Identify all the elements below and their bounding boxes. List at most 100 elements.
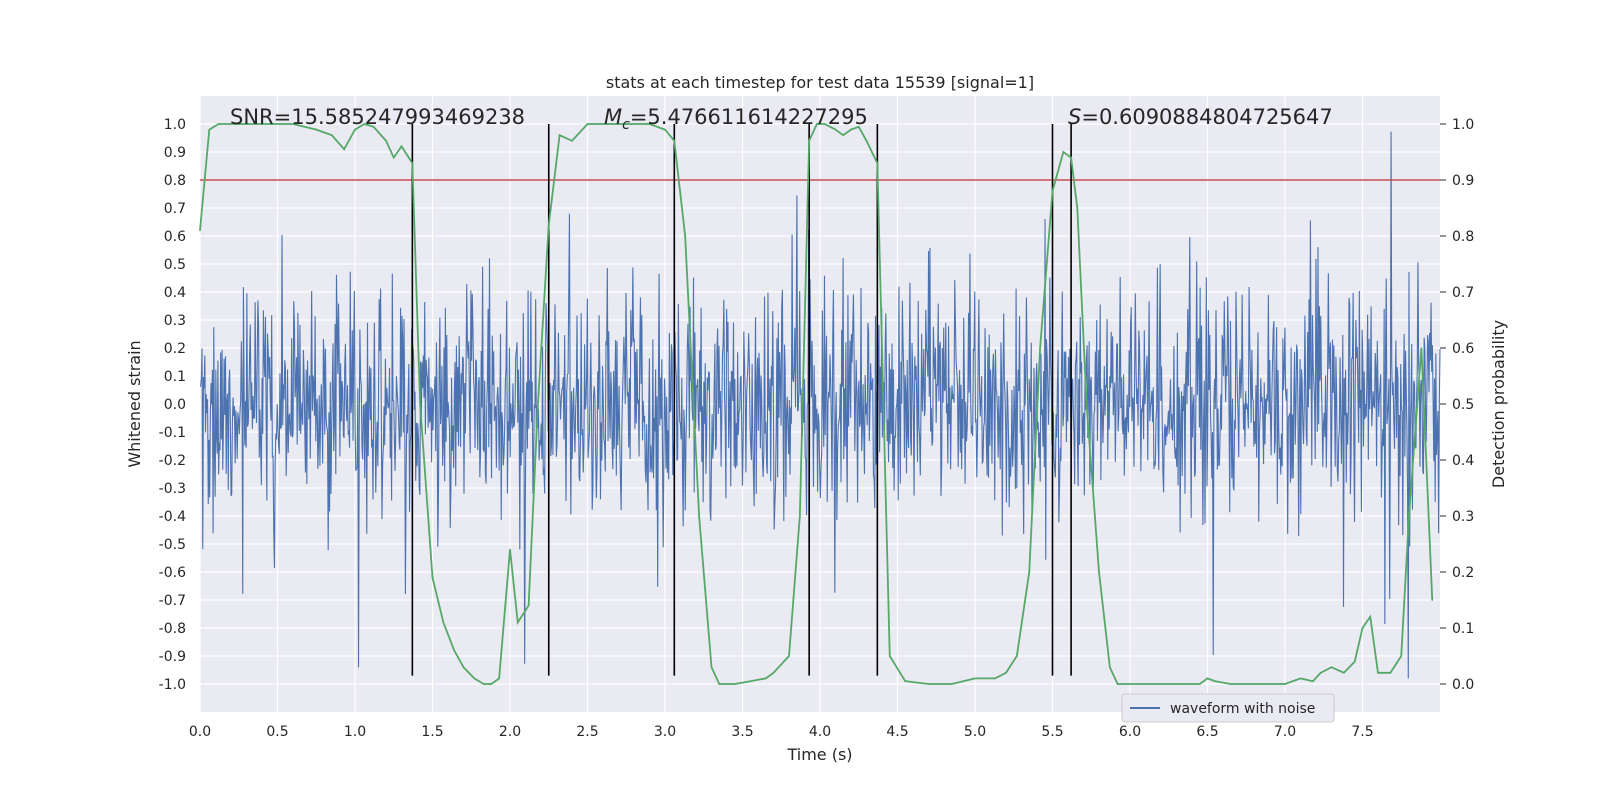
detection-probability-point [1028, 571, 1031, 573]
detection-probability-point [498, 677, 500, 680]
detection-probability-point [292, 123, 294, 125]
detection-probability-point [1431, 599, 1434, 601]
detection-probability-point [527, 604, 530, 607]
detection-probability-point [392, 156, 395, 159]
x-tick-label: 0.5 [266, 724, 288, 740]
detection-probability-point [1051, 190, 1054, 192]
chirp-mass-annotation: Mc=5.476611614227295 [604, 105, 868, 133]
spin-value: =0.6090884804725647 [1081, 105, 1332, 129]
detection-probability-point [354, 128, 356, 131]
detection-probability-point [842, 134, 845, 136]
spin-symbol: S [1068, 105, 1081, 129]
detection-probability-point [509, 548, 511, 551]
detection-probability-point [400, 145, 403, 148]
detection-probability-point [850, 128, 852, 131]
y-left-tick-label: 0.9 [164, 145, 186, 161]
detection-probability-point [537, 403, 539, 405]
strain-series [199, 131, 1441, 679]
x-tick-label: 2.5 [576, 724, 598, 740]
detection-probability-point [453, 649, 456, 652]
detection-probability-point [490, 683, 493, 685]
x-tick-label: 4.0 [809, 724, 831, 740]
y-left-tick-label: -0.5 [159, 537, 186, 553]
y-left-tick-label: -0.9 [159, 649, 186, 665]
detection-probability-point [1343, 672, 1345, 674]
detection-probability-point [648, 123, 651, 125]
detection-probability-point [799, 515, 801, 517]
y-left-tick-label: -0.7 [159, 593, 186, 609]
detection-probability-point [1076, 207, 1079, 209]
x-tick-label: 4.5 [886, 724, 908, 740]
detection-probability-point [431, 576, 434, 579]
y-left-axis-label: Whitened strain [125, 340, 144, 467]
detection-probability-point [558, 134, 561, 136]
y-left-tick-label: 0.4 [164, 285, 186, 301]
detection-probability-point [586, 123, 589, 125]
detection-probability-point [1005, 672, 1007, 674]
detection-probability-point [808, 140, 810, 142]
detection-probability-point [1361, 627, 1364, 629]
detection-probability-point [950, 683, 953, 685]
detection-probability-point [865, 140, 868, 142]
detection-probability-point [237, 123, 240, 125]
y-left-tick-label: 0.8 [164, 173, 186, 189]
x-tick-label: 1.5 [421, 724, 443, 740]
y-left-tick-label: 0.5 [164, 257, 186, 273]
y-right-tick-label: 0.2 [1452, 565, 1474, 581]
x-tick-label: 7.5 [1351, 724, 1373, 740]
detection-probability-point [372, 126, 375, 128]
detection-probability-point [473, 677, 476, 680]
legend-label: waveform with noise [1170, 701, 1315, 717]
detection-probability-point [1062, 151, 1065, 153]
detection-probability-point [547, 224, 550, 226]
detection-probability-point [625, 123, 628, 125]
detection-probability-point [1085, 403, 1088, 405]
y-right-tick-label: 0.1 [1452, 621, 1474, 637]
detection-probability-point [684, 235, 686, 237]
x-tick-label: 0.0 [189, 724, 211, 740]
y-left-tick-label: -0.6 [159, 565, 186, 581]
detection-probability-point [1319, 672, 1322, 674]
detection-probability-point [1369, 616, 1372, 618]
y-right-tick-label: 1.0 [1452, 117, 1474, 133]
chart-title: stats at each timestep for test data 155… [606, 73, 1034, 92]
detection-probability-point [664, 128, 666, 131]
detection-probability-point [442, 621, 445, 624]
y-right-axis-ticks: 1.0 0.9 0.8 0.7 0.6 0.5 0.4 0.3 0.2 0.1 0.0 [1440, 117, 1474, 693]
y-right-tick-label: 0.5 [1452, 397, 1474, 413]
detection-probability-point [1214, 680, 1217, 682]
y-left-tick-label: 1.0 [164, 117, 186, 133]
detection-probability-point [1389, 672, 1392, 674]
y-left-tick-label: 0.1 [164, 369, 186, 385]
x-tick-label: 6.5 [1196, 724, 1218, 740]
x-tick-label: 2.0 [499, 724, 521, 740]
chirp-mass-subscript: c [622, 117, 630, 133]
detection-probability-point [749, 680, 752, 682]
detection-probability-point [330, 134, 333, 136]
x-axis-label: Time (s) [786, 745, 852, 764]
segment-boundary-lines [411, 124, 1072, 676]
detection-probability-point [1016, 655, 1018, 657]
detection-probability-point [710, 666, 713, 668]
x-tick-label: 5.0 [964, 724, 986, 740]
y-left-tick-label: -0.2 [159, 453, 186, 469]
detection-probability-point [462, 666, 465, 668]
detection-probability-point [343, 148, 345, 150]
chirp-mass-symbol: M [604, 105, 622, 129]
chirp-mass-value: =5.476611614227295 [630, 105, 868, 129]
detection-probability-point [1284, 683, 1286, 685]
x-tick-label: 1.0 [344, 724, 366, 740]
x-tick-label: 3.5 [731, 724, 753, 740]
y-left-tick-label: 0.2 [164, 341, 186, 357]
detection-probability-point [1377, 672, 1379, 674]
detection-probability-point [876, 162, 879, 164]
detection-probability-point [1175, 683, 1178, 685]
strain-waveform-line [199, 131, 1441, 679]
y-left-tick-label: 0.3 [164, 313, 186, 329]
y-left-tick-label: -0.4 [159, 509, 186, 525]
y-left-tick-label: -0.3 [159, 481, 186, 497]
detection-probability-point [816, 123, 818, 125]
y-left-tick-label: -0.8 [159, 621, 186, 637]
detection-probability-point [571, 140, 573, 142]
